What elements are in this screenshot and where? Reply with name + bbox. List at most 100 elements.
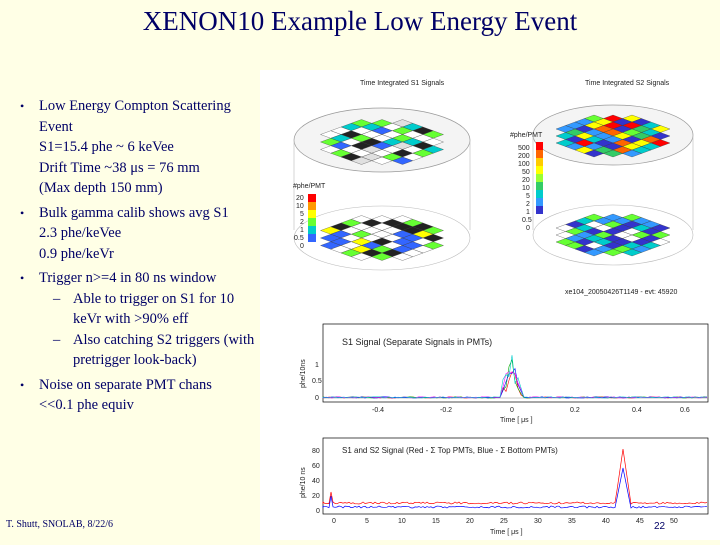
s1-scale-tick: 2 [300, 219, 304, 226]
plot1-trace [323, 372, 707, 398]
bullet-1: • Low Energy Compton Scattering Event S1… [20, 96, 290, 199]
sub-bullet-2: – Also catching S2 triggers (with pretri… [39, 330, 290, 371]
plot2-ylabel: phe/10 ns [300, 467, 307, 498]
s1-color-scale [308, 194, 316, 242]
plot2-ytick: 20 [312, 493, 320, 500]
plot1-xtick: 0.6 [680, 407, 690, 414]
s2-scale-tick: 5 [526, 193, 530, 200]
plot1-xtick: -0.2 [440, 407, 452, 414]
plot1-xtick: 0.4 [632, 407, 642, 414]
plot1-ylabel: phe/10ns [300, 359, 307, 388]
sub-bullet-dash: – [53, 289, 60, 310]
s1-scale-tick: 0 [300, 243, 304, 250]
plot1-xtick: 0.2 [570, 407, 580, 414]
s2-scale-tick: 10 [522, 185, 530, 192]
plot2-trace [323, 449, 707, 504]
s1-s2-signal-plot: S1 and S2 Signal (Red - Σ Top PMTs, Blue… [300, 438, 708, 536]
plot1-trace [323, 360, 707, 398]
s1-scale-tick: 20 [296, 195, 304, 202]
plot2-ytick: 0 [316, 508, 320, 515]
plot2-xtick: 30 [534, 518, 542, 525]
bullet-1-line-5: (Max depth 150 mm) [39, 178, 290, 199]
s2-scale-tick: 2 [526, 201, 530, 208]
plot2-traces [323, 449, 707, 508]
page-number: 22 [654, 521, 665, 532]
s2-scale-tick: 100 [518, 161, 530, 168]
bullet-1-line-1: Low Energy Compton Scattering [39, 96, 290, 117]
plot1-trace [323, 372, 707, 398]
s2-scale-tick: 0 [526, 225, 530, 232]
plot1-trace [323, 355, 707, 398]
sub-bullet-1-line-1: Able to trigger on S1 for 10 [73, 289, 290, 310]
event-figure-svg: Time Integrated S1 Signals Time Integrat… [260, 70, 720, 540]
plot1-ytick: 1 [315, 362, 319, 369]
sub-bullet-dash: – [53, 330, 60, 351]
bullet-2-line-3: 0.9 phe/keVr [39, 244, 290, 265]
bullet-3-line-1: Trigger n>=4 in 80 ns window [39, 268, 290, 289]
bullet-2-line-2: 2.3 phe/keVee [39, 223, 290, 244]
sub-bullet-1-line-2: keVr with >90% eff [73, 309, 290, 330]
plot2-xtick: 10 [398, 518, 406, 525]
sub-bullet-2-line-2: pretrigger look-back) [73, 350, 290, 371]
bullet-4-line-2: <<0.1 phe equiv [39, 395, 290, 416]
bullet-2-line-1: Bulk gamma calib shows avg S1 [39, 203, 290, 224]
footer-author: T. Shutt, SNOLAB, 8/22/6 [6, 519, 113, 530]
bullet-4-line-1: Noise on separate PMT chans [39, 375, 290, 396]
bullet-1-line-4: Drift Time ~38 μs = 76 mm [39, 158, 290, 179]
bullet-3: • Trigger n>=4 in 80 ns window – Able to… [20, 268, 290, 371]
plot2-xtick: 15 [432, 518, 440, 525]
bullet-list: • Low Energy Compton Scattering Event S1… [20, 96, 290, 420]
bullet-1-line-2: Event [39, 117, 290, 138]
plot2-ytick: 80 [312, 448, 320, 455]
s2-scale-tick: 200 [518, 153, 530, 160]
s1-scale-tick: 1 [300, 227, 304, 234]
plot2-xtick: 35 [568, 518, 576, 525]
s1-scale-tick: 5 [300, 211, 304, 218]
bullet-2: • Bulk gamma calib shows avg S1 2.3 phe/… [20, 203, 290, 265]
s2-scale-tick: 20 [522, 177, 530, 184]
plot2-xtick: 5 [365, 518, 369, 525]
plot1-xlabel: Time [ μs ] [500, 417, 533, 424]
bullet-dot: • [20, 96, 24, 117]
plot2-title: S1 and S2 Signal (Red - Σ Top PMTs, Blue… [342, 446, 558, 455]
plot2-ytick: 60 [312, 463, 320, 470]
plot1-xtick: -0.4 [372, 407, 384, 414]
s2-panel-title: Time Integrated S2 Signals [585, 80, 670, 87]
s1-scale-tick: 10 [296, 203, 304, 210]
event-figure: Time Integrated S1 Signals Time Integrat… [260, 70, 720, 540]
s1-panel-title: Time Integrated S1 Signals [360, 80, 445, 87]
s1-scale-label: #phe/PMT [293, 183, 326, 190]
plot2-ytick: 40 [312, 478, 320, 485]
s2-scale-tick: 500 [518, 145, 530, 152]
bullet-dot: • [20, 375, 24, 396]
s1-signal-plot: S1 Signal (Separate Signals in PMTs) phe… [300, 324, 708, 424]
plot2-xlabel: Time [ μs ] [490, 529, 523, 536]
bullet-dot: • [20, 203, 24, 224]
s2-color-scale [536, 142, 543, 214]
plot2-xtick: 0 [332, 518, 336, 525]
sub-bullet-1: – Able to trigger on S1 for 10 keVr with… [39, 289, 290, 330]
plot1-ytick: 0 [315, 395, 319, 402]
s2-scale-label: #phe/PMT [510, 132, 543, 139]
plot2-xtick: 45 [636, 518, 644, 525]
s1-scale-tick: 0.5 [294, 235, 304, 242]
plot2-xtick: 50 [670, 518, 678, 525]
plot1-ytick: 0.5 [312, 378, 322, 385]
plot2-xtick: 20 [466, 518, 474, 525]
bullet-1-line-3: S1=15.4 phe ~ 6 keVee [39, 137, 290, 158]
s2-scale-tick: 1 [526, 209, 530, 216]
plot1-xtick: 0 [510, 407, 514, 414]
s2-scale-tick: 0.5 [522, 217, 532, 224]
plot1-title: S1 Signal (Separate Signals in PMTs) [342, 337, 492, 347]
plot2-xtick: 40 [602, 518, 610, 525]
bullet-4: • Noise on separate PMT chans <<0.1 phe … [20, 375, 290, 416]
s1-bottom-pmt-array [321, 216, 444, 261]
bullet-dot: • [20, 268, 24, 289]
sub-bullet-2-line-1: Also catching S2 triggers (with [73, 330, 290, 351]
s2-scale-tick: 50 [522, 169, 530, 176]
slide-title: XENON10 Example Low Energy Event [0, 6, 720, 37]
plot2-xtick: 25 [500, 518, 508, 525]
s2-bottom-pmt-array [556, 214, 670, 256]
s2-detector-view [533, 105, 693, 265]
event-label: xe104_20050426T1149 - evt: 45920 [565, 289, 677, 296]
